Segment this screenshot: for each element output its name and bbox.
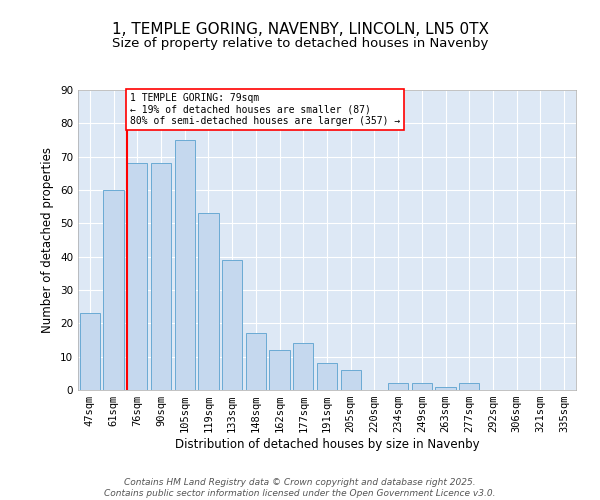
Text: Size of property relative to detached houses in Navenby: Size of property relative to detached ho…	[112, 38, 488, 51]
Text: 1 TEMPLE GORING: 79sqm
← 19% of detached houses are smaller (87)
80% of semi-det: 1 TEMPLE GORING: 79sqm ← 19% of detached…	[130, 93, 400, 126]
Bar	[151, 164, 171, 390]
Bar	[269, 350, 290, 390]
Y-axis label: Number of detached properties: Number of detached properties	[41, 147, 55, 333]
Text: 1, TEMPLE GORING, NAVENBY, LINCOLN, LN5 0TX: 1, TEMPLE GORING, NAVENBY, LINCOLN, LN5 …	[112, 22, 488, 38]
Bar	[199, 214, 218, 390]
Text: Contains HM Land Registry data © Crown copyright and database right 2025.
Contai: Contains HM Land Registry data © Crown c…	[104, 478, 496, 498]
Bar	[341, 370, 361, 390]
Bar	[80, 314, 100, 390]
Bar	[103, 190, 124, 390]
Bar	[436, 386, 455, 390]
X-axis label: Distribution of detached houses by size in Navenby: Distribution of detached houses by size …	[175, 438, 479, 451]
Bar	[175, 140, 195, 390]
Bar	[388, 384, 408, 390]
Bar	[246, 334, 266, 390]
Bar	[222, 260, 242, 390]
Bar	[317, 364, 337, 390]
Bar	[293, 344, 313, 390]
Bar	[412, 384, 432, 390]
Bar	[127, 164, 148, 390]
Bar	[459, 384, 479, 390]
